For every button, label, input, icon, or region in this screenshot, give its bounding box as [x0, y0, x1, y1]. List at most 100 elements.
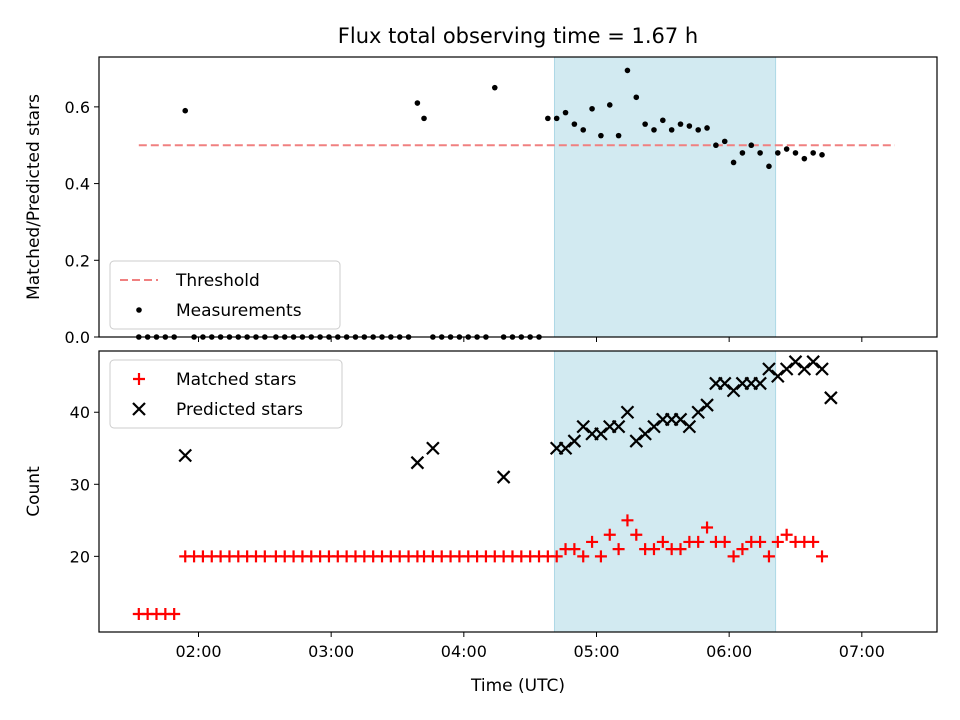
count-panel: 20 30 40 02:00 03:00 04:00 05:00 06:00 07:00 Coun…	[24, 350, 938, 661]
data-point	[748, 142, 755, 149]
x-axis-label: Time (UTC)	[470, 676, 565, 696]
data-point	[766, 163, 772, 170]
y-axis-label: Matched/Predicted stars	[24, 94, 44, 300]
data-point	[545, 115, 551, 122]
data-point	[567, 434, 582, 448]
x-tick-label: 03:00	[308, 642, 354, 661]
x-tick-label: 05:00	[573, 642, 619, 661]
data-point	[550, 550, 563, 563]
data-point	[577, 550, 590, 563]
data-point	[717, 376, 732, 391]
highlight-span	[553, 56, 777, 338]
data-point	[721, 138, 728, 145]
y-tick-label: 40	[70, 403, 90, 422]
data-point	[615, 132, 622, 139]
data-point	[819, 152, 825, 158]
data-point	[762, 550, 775, 563]
data-point	[780, 528, 793, 541]
data-point	[668, 127, 675, 133]
data-point	[736, 543, 749, 556]
data-point	[692, 535, 705, 548]
data-point	[633, 94, 640, 101]
data-point	[603, 528, 616, 541]
data-point	[686, 123, 693, 129]
data-point	[571, 121, 578, 127]
legend-swatch	[133, 373, 145, 385]
data-point	[594, 427, 608, 441]
axes-frame	[98, 350, 938, 633]
data-point	[726, 383, 741, 398]
data-point	[580, 127, 587, 133]
data-point	[558, 441, 573, 456]
data-point	[788, 355, 803, 369]
data-point	[779, 362, 794, 376]
legend-label: Threshold	[175, 271, 260, 291]
data-point	[713, 142, 719, 149]
y-tick-label: 0.2	[65, 251, 90, 270]
data-point	[638, 427, 652, 441]
chart-title: Flux total observing time = 1.67 h	[338, 24, 698, 48]
data-point	[810, 150, 816, 156]
data-point	[771, 535, 784, 548]
data-point	[624, 67, 631, 74]
data-point	[562, 109, 569, 116]
data-point	[754, 535, 767, 548]
data-point	[589, 105, 595, 112]
x-tick-label: 04:00	[441, 642, 487, 661]
data-point	[695, 127, 702, 133]
legend-swatch	[132, 402, 146, 416]
data-point	[704, 125, 710, 131]
y-tick-label: 0.0	[65, 328, 90, 347]
highlight-span	[553, 350, 777, 633]
ratio-panel: 0.0 0.2 0.4 0.6 Matched/Predicted stars Thres…	[24, 56, 938, 347]
data-point	[586, 535, 599, 548]
data-point	[673, 412, 688, 427]
data-point	[598, 132, 604, 139]
data-point	[775, 150, 781, 156]
data-point	[701, 521, 714, 534]
data-point	[410, 455, 425, 470]
data-point	[783, 146, 790, 152]
data-point	[568, 543, 581, 556]
data-point	[168, 607, 181, 620]
y-tick-label: 0.4	[65, 175, 90, 194]
data-point	[718, 535, 731, 548]
legend-box	[109, 359, 343, 429]
data-point	[414, 100, 421, 106]
data-point	[426, 441, 440, 456]
legend-swatch	[136, 307, 142, 313]
data-point	[801, 155, 808, 162]
series-predicted-stars	[178, 355, 838, 484]
data-point	[792, 150, 799, 156]
x-tick-label: 02:00	[175, 642, 221, 661]
data-point	[491, 84, 498, 91]
y-axis-label: Count	[24, 466, 44, 517]
data-point	[771, 369, 785, 383]
data-point	[647, 419, 661, 434]
data-point	[630, 528, 643, 541]
data-point	[674, 543, 687, 556]
data-point	[753, 376, 767, 391]
data-point	[606, 102, 613, 108]
series-matched-stars	[132, 514, 829, 620]
data-point	[178, 448, 193, 463]
legend-box	[109, 260, 341, 330]
data-point	[656, 535, 669, 548]
data-point	[660, 117, 666, 124]
data-point	[576, 419, 591, 434]
x-tick-label: 06:00	[706, 642, 752, 661]
data-point	[647, 543, 660, 556]
data-point	[651, 127, 657, 133]
data-point	[620, 405, 635, 420]
data-point	[642, 121, 648, 127]
data-point	[797, 362, 812, 376]
y-tick-label: 0.6	[65, 98, 90, 117]
data-point	[594, 550, 607, 563]
data-point	[727, 550, 740, 563]
data-point	[553, 115, 560, 122]
legend-label: Measurements	[176, 301, 302, 321]
data-point	[611, 419, 626, 434]
data-point	[621, 514, 634, 527]
data-point	[815, 362, 829, 376]
